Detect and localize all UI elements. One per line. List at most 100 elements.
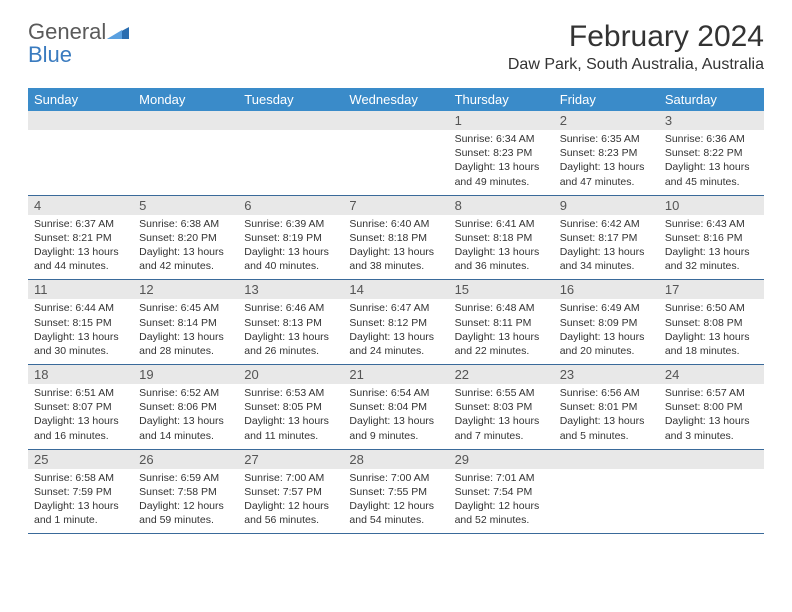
sunset-text: Sunset: 8:00 PM: [665, 400, 758, 414]
sunset-text: Sunset: 7:57 PM: [244, 485, 337, 499]
sunset-text: Sunset: 7:55 PM: [349, 485, 442, 499]
daylight-text: Daylight: 13 hours and 1 minute.: [34, 499, 127, 527]
sunrise-text: Sunrise: 6:35 AM: [560, 132, 653, 146]
daylight-text: Daylight: 13 hours and 20 minutes.: [560, 330, 653, 358]
day-number: 14: [343, 280, 448, 299]
day-cell: 23Sunrise: 6:56 AMSunset: 8:01 PMDayligh…: [554, 365, 659, 450]
day-number: 4: [28, 196, 133, 215]
daylight-text: Daylight: 13 hours and 5 minutes.: [560, 414, 653, 442]
header: GeneralBlue February 2024 Daw Park, Sout…: [28, 20, 764, 80]
day-number: 15: [449, 280, 554, 299]
sunrise-text: Sunrise: 6:47 AM: [349, 301, 442, 315]
calendar-table: Sunday Monday Tuesday Wednesday Thursday…: [28, 88, 764, 534]
day-info: Sunrise: 7:00 AMSunset: 7:55 PMDaylight:…: [343, 469, 448, 534]
day-cell: 22Sunrise: 6:55 AMSunset: 8:03 PMDayligh…: [449, 365, 554, 450]
daylight-text: Daylight: 13 hours and 47 minutes.: [560, 160, 653, 188]
day-header: Tuesday: [238, 88, 343, 111]
day-header: Wednesday: [343, 88, 448, 111]
day-number: 25: [28, 450, 133, 469]
day-number: 17: [659, 280, 764, 299]
day-info: Sunrise: 6:57 AMSunset: 8:00 PMDaylight:…: [659, 384, 764, 449]
day-info: Sunrise: 6:44 AMSunset: 8:15 PMDaylight:…: [28, 299, 133, 364]
day-cell: [238, 111, 343, 195]
day-cell: 5Sunrise: 6:38 AMSunset: 8:20 PMDaylight…: [133, 195, 238, 280]
daylight-text: Daylight: 12 hours and 56 minutes.: [244, 499, 337, 527]
day-cell: [343, 111, 448, 195]
day-cell: 9Sunrise: 6:42 AMSunset: 8:17 PMDaylight…: [554, 195, 659, 280]
day-info: Sunrise: 6:52 AMSunset: 8:06 PMDaylight:…: [133, 384, 238, 449]
sunset-text: Sunset: 8:14 PM: [139, 316, 232, 330]
day-cell: 8Sunrise: 6:41 AMSunset: 8:18 PMDaylight…: [449, 195, 554, 280]
week-row: 11Sunrise: 6:44 AMSunset: 8:15 PMDayligh…: [28, 280, 764, 365]
daylight-text: Daylight: 13 hours and 14 minutes.: [139, 414, 232, 442]
day-number: 10: [659, 196, 764, 215]
sunset-text: Sunset: 8:12 PM: [349, 316, 442, 330]
sunrise-text: Sunrise: 7:00 AM: [244, 471, 337, 485]
sunset-text: Sunset: 8:06 PM: [139, 400, 232, 414]
day-info: Sunrise: 6:49 AMSunset: 8:09 PMDaylight:…: [554, 299, 659, 364]
day-cell: 2Sunrise: 6:35 AMSunset: 8:23 PMDaylight…: [554, 111, 659, 195]
logo: GeneralBlue: [28, 20, 129, 66]
daylight-text: Daylight: 13 hours and 34 minutes.: [560, 245, 653, 273]
day-number: 21: [343, 365, 448, 384]
day-header: Monday: [133, 88, 238, 111]
day-header-row: Sunday Monday Tuesday Wednesday Thursday…: [28, 88, 764, 111]
sunset-text: Sunset: 8:21 PM: [34, 231, 127, 245]
day-info: Sunrise: 6:50 AMSunset: 8:08 PMDaylight:…: [659, 299, 764, 364]
sunset-text: Sunset: 8:23 PM: [560, 146, 653, 160]
day-cell: 29Sunrise: 7:01 AMSunset: 7:54 PMDayligh…: [449, 449, 554, 534]
day-number: 12: [133, 280, 238, 299]
day-info: Sunrise: 6:42 AMSunset: 8:17 PMDaylight:…: [554, 215, 659, 280]
day-info: Sunrise: 6:46 AMSunset: 8:13 PMDaylight:…: [238, 299, 343, 364]
day-info: Sunrise: 6:41 AMSunset: 8:18 PMDaylight:…: [449, 215, 554, 280]
day-info: Sunrise: 6:48 AMSunset: 8:11 PMDaylight:…: [449, 299, 554, 364]
day-info: Sunrise: 6:38 AMSunset: 8:20 PMDaylight:…: [133, 215, 238, 280]
day-info: Sunrise: 6:55 AMSunset: 8:03 PMDaylight:…: [449, 384, 554, 449]
day-header: Sunday: [28, 88, 133, 111]
daylight-text: Daylight: 12 hours and 52 minutes.: [455, 499, 548, 527]
title-block: February 2024 Daw Park, South Australia,…: [508, 20, 764, 80]
sunset-text: Sunset: 8:22 PM: [665, 146, 758, 160]
sunrise-text: Sunrise: 6:48 AM: [455, 301, 548, 315]
day-number: 8: [449, 196, 554, 215]
day-header: Thursday: [449, 88, 554, 111]
daylight-text: Daylight: 13 hours and 36 minutes.: [455, 245, 548, 273]
day-number: 28: [343, 450, 448, 469]
day-info: Sunrise: 6:39 AMSunset: 8:19 PMDaylight:…: [238, 215, 343, 280]
day-number: 7: [343, 196, 448, 215]
day-cell: [133, 111, 238, 195]
daylight-text: Daylight: 13 hours and 32 minutes.: [665, 245, 758, 273]
day-number: 6: [238, 196, 343, 215]
sunrise-text: Sunrise: 6:42 AM: [560, 217, 653, 231]
sunset-text: Sunset: 7:58 PM: [139, 485, 232, 499]
day-info: Sunrise: 6:37 AMSunset: 8:21 PMDaylight:…: [28, 215, 133, 280]
day-cell: 4Sunrise: 6:37 AMSunset: 8:21 PMDaylight…: [28, 195, 133, 280]
sunrise-text: Sunrise: 7:01 AM: [455, 471, 548, 485]
sunset-text: Sunset: 8:18 PM: [455, 231, 548, 245]
daylight-text: Daylight: 13 hours and 45 minutes.: [665, 160, 758, 188]
day-cell: 12Sunrise: 6:45 AMSunset: 8:14 PMDayligh…: [133, 280, 238, 365]
day-cell: 6Sunrise: 6:39 AMSunset: 8:19 PMDaylight…: [238, 195, 343, 280]
daylight-text: Daylight: 13 hours and 3 minutes.: [665, 414, 758, 442]
day-cell: 19Sunrise: 6:52 AMSunset: 8:06 PMDayligh…: [133, 365, 238, 450]
day-cell: 14Sunrise: 6:47 AMSunset: 8:12 PMDayligh…: [343, 280, 448, 365]
day-number: 13: [238, 280, 343, 299]
day-info: Sunrise: 7:01 AMSunset: 7:54 PMDaylight:…: [449, 469, 554, 534]
day-cell: 15Sunrise: 6:48 AMSunset: 8:11 PMDayligh…: [449, 280, 554, 365]
sunset-text: Sunset: 8:03 PM: [455, 400, 548, 414]
sunrise-text: Sunrise: 6:41 AM: [455, 217, 548, 231]
sunset-text: Sunset: 8:18 PM: [349, 231, 442, 245]
sunset-text: Sunset: 8:16 PM: [665, 231, 758, 245]
day-cell: 20Sunrise: 6:53 AMSunset: 8:05 PMDayligh…: [238, 365, 343, 450]
location-text: Daw Park, South Australia, Australia: [508, 56, 764, 74]
sunrise-text: Sunrise: 6:40 AM: [349, 217, 442, 231]
day-number: 3: [659, 111, 764, 130]
day-number: 27: [238, 450, 343, 469]
day-info: Sunrise: 6:36 AMSunset: 8:22 PMDaylight:…: [659, 130, 764, 195]
day-info: Sunrise: 6:56 AMSunset: 8:01 PMDaylight:…: [554, 384, 659, 449]
sunrise-text: Sunrise: 7:00 AM: [349, 471, 442, 485]
day-info: Sunrise: 6:54 AMSunset: 8:04 PMDaylight:…: [343, 384, 448, 449]
day-number: 24: [659, 365, 764, 384]
day-cell: 21Sunrise: 6:54 AMSunset: 8:04 PMDayligh…: [343, 365, 448, 450]
day-info: Sunrise: 6:40 AMSunset: 8:18 PMDaylight:…: [343, 215, 448, 280]
